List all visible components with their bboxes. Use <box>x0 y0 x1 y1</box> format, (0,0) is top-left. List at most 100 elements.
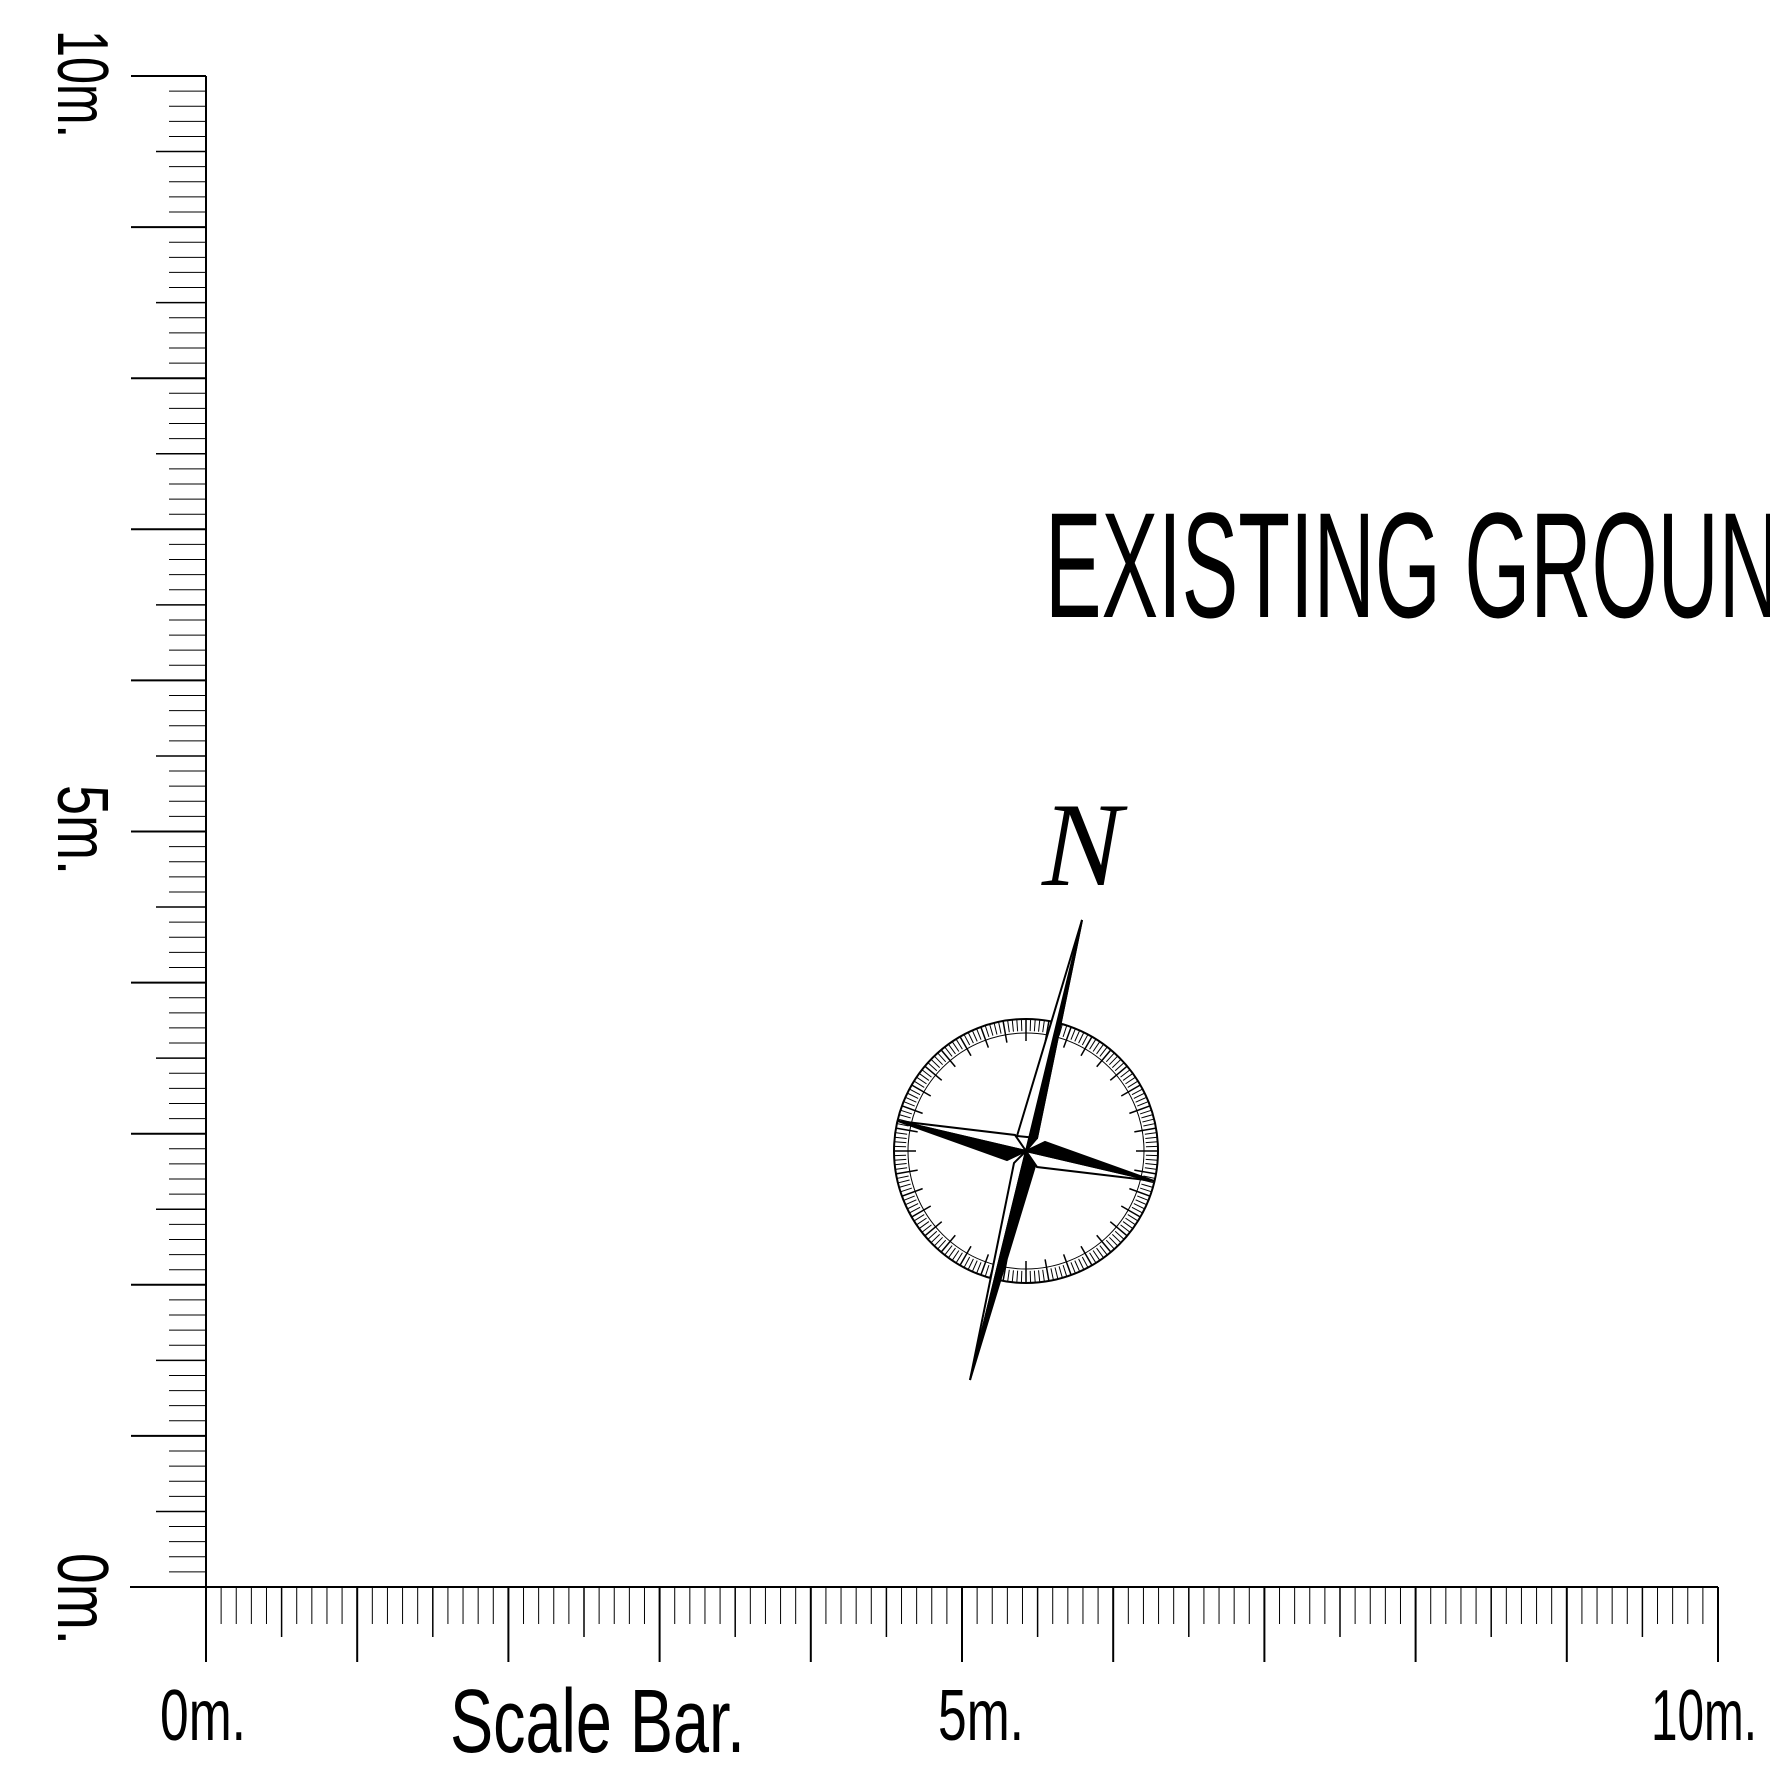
compass-rose-tick <box>1109 1221 1128 1237</box>
compass-rose-tick <box>898 1114 911 1119</box>
compass-rose-tick <box>1122 1073 1134 1081</box>
compass-rose-tick <box>1099 1245 1108 1256</box>
vertical-scale-label-start: 0m. <box>42 1553 122 1645</box>
compass-rose-tick <box>1050 1268 1054 1281</box>
compass-rose-tick <box>927 1062 938 1072</box>
compass-rose-tick <box>1081 1256 1089 1268</box>
compass-rose-tick <box>940 1049 956 1068</box>
compass-rose-tick <box>1105 1239 1115 1250</box>
compass-rose-tick <box>971 1260 978 1272</box>
compass-rose-tick <box>1139 1187 1152 1193</box>
compass-rose-tick <box>1133 1203 1145 1210</box>
compass-rose-tick <box>1120 1084 1141 1097</box>
compass-rose-tick <box>1142 1118 1155 1123</box>
compass-rose-tick <box>1109 1065 1128 1081</box>
compass-rose-tick <box>903 1195 915 1201</box>
compass-rose-tick <box>913 1080 925 1088</box>
compass-rose-tick <box>896 1175 909 1179</box>
compass-rose-tick <box>896 1123 909 1127</box>
compass-rose-tick <box>1002 1020 1008 1043</box>
compass-rose-tick <box>1096 1247 1104 1259</box>
compass-rose-tick <box>1011 1019 1014 1032</box>
horizontal-scale-label-end: 10m. <box>1651 1676 1757 1756</box>
compass-rose-tick <box>1120 1224 1131 1233</box>
compass-rose-tick <box>1092 1250 1101 1261</box>
compass-rose-tick <box>1133 1092 1145 1099</box>
compass-rose-tick <box>1074 1260 1081 1272</box>
compass-rose-tick <box>897 1179 910 1184</box>
compass-rose-tick <box>1096 1049 1112 1068</box>
compass-rose-tick <box>1089 1038 1097 1050</box>
compass-rose-tick <box>1120 1205 1141 1218</box>
compass-rose-tick <box>1125 1217 1136 1226</box>
compass-rose-tick <box>1144 1132 1157 1135</box>
compass-rose-tick <box>1127 1214 1139 1222</box>
compass-rose-tick <box>921 1224 932 1233</box>
compass-rose-tick <box>894 1136 907 1139</box>
compass-rose-tick <box>895 1169 918 1175</box>
compass-rose-tick <box>1096 1234 1112 1253</box>
compass-rose-tick <box>927 1230 938 1240</box>
compass-rose-tick <box>1143 1123 1156 1127</box>
compass-rose-tick <box>1054 1267 1059 1280</box>
compass-rose-tick <box>1007 1020 1010 1033</box>
compass-rose-tick <box>1145 1158 1158 1161</box>
compass-rose-tick <box>940 1234 956 1253</box>
compass-rose-tick <box>1137 1195 1149 1201</box>
compass-rose-tick <box>1092 1041 1101 1052</box>
compass-rose-tick <box>963 1034 971 1046</box>
compass-rose-tick <box>980 1254 990 1276</box>
compass-rose-tick <box>955 1252 963 1264</box>
compass-rose-tick <box>1135 1096 1147 1103</box>
compass-rose-tick <box>1058 1266 1063 1279</box>
compass-rose-icon <box>893 1018 1159 1284</box>
compass-rose-tick <box>907 1203 919 1210</box>
compass-rose-tick <box>959 1036 972 1057</box>
compass-rose-tick <box>959 1245 972 1266</box>
compass-rose-tick <box>984 1025 990 1038</box>
compass-rose-tick <box>1114 1230 1125 1240</box>
compass-rose-tick <box>901 1105 923 1115</box>
compass-rose-tick <box>976 1028 982 1040</box>
compass-rose-tick <box>921 1069 932 1078</box>
north-label: N <box>1041 778 1128 911</box>
compass-rose-tick <box>898 1183 911 1188</box>
compass-rose-tick <box>907 1092 919 1099</box>
compass-rose-tick <box>901 1187 923 1197</box>
compass-rose-tick <box>1078 1032 1085 1044</box>
compass-rose-tick <box>918 1221 930 1229</box>
compass-rose-tick <box>1137 1101 1149 1107</box>
compass-rose-tick <box>1131 1088 1143 1096</box>
compass-rose-tick <box>1127 1080 1139 1088</box>
compass-rose-tick <box>1042 1269 1045 1282</box>
compass-rose-tick <box>1099 1046 1108 1057</box>
compass-rose-tick <box>1139 1109 1152 1115</box>
compass-rose-tick <box>948 1043 956 1055</box>
compass-rose-tick <box>1062 1026 1072 1048</box>
compass-rose-tick <box>933 1236 944 1247</box>
compass-rose-tick <box>918 1073 930 1081</box>
compass-rose-tick <box>1111 1058 1122 1069</box>
compass-rose-tick <box>1105 1052 1115 1063</box>
compass-rose-tick <box>1134 1127 1157 1133</box>
compass-rose-tick <box>1089 1252 1097 1264</box>
compass-rose-tick <box>1145 1141 1158 1144</box>
compass-rose-tick <box>895 1127 918 1133</box>
compass-rose-tick <box>930 1233 941 1244</box>
compass-rose-tick <box>933 1055 944 1066</box>
compass-rose-tick <box>967 1032 974 1044</box>
compass-rose-tick <box>1108 1236 1119 1247</box>
compass-rose-tick <box>900 1109 913 1115</box>
compass-rose-tick <box>1033 1270 1036 1283</box>
compass-rose-tick <box>951 1041 960 1052</box>
compass-rose-tick <box>1108 1055 1119 1066</box>
compass-rose-tick <box>905 1199 917 1206</box>
compass-rose-tick <box>909 1088 921 1096</box>
compass-rose-tick <box>976 1262 982 1274</box>
compass-rose-tick <box>998 1021 1002 1034</box>
compass-rose-tick <box>980 1026 990 1048</box>
compass-rose-tick <box>916 1076 927 1085</box>
compass-rose-tick <box>894 1163 907 1166</box>
compass-rose-tick <box>944 1245 953 1256</box>
compass-rose-tick <box>1080 1036 1093 1057</box>
